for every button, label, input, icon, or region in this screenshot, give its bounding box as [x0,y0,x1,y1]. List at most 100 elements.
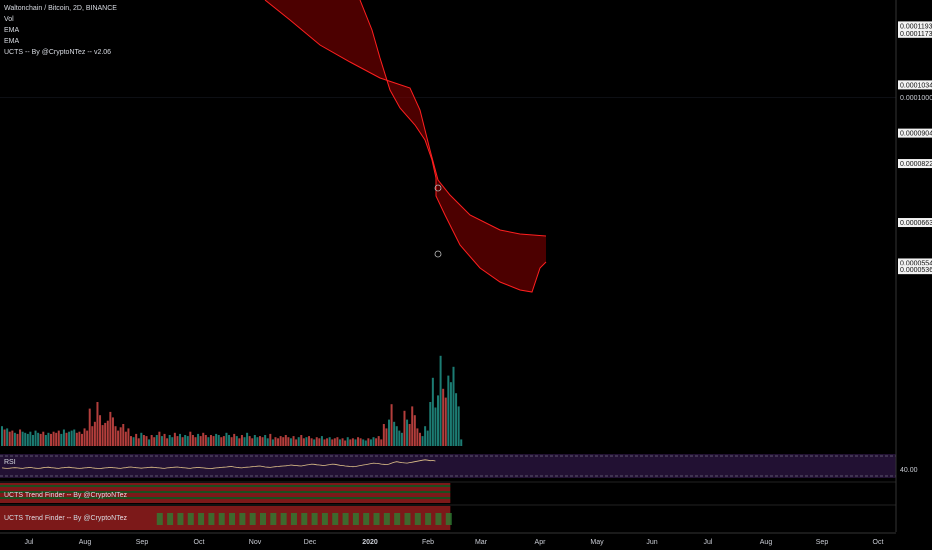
volume-bar [99,415,102,446]
volume-bar [367,438,370,446]
volume-bar [155,435,158,446]
price-tag-box [898,80,932,90]
vol-legend[interactable]: Vol [4,16,14,23]
volume-bar [403,410,406,446]
volume-bar [313,439,316,446]
volume-bar [184,435,187,446]
volume-bar [380,439,383,446]
time-tick-label: Apr [535,539,547,546]
trend-block [425,513,432,525]
volume-bar [261,437,264,446]
rsi-level-label: 40.00 [900,467,918,474]
price-tag-box [898,265,932,275]
volume-bar [437,395,440,446]
volume-bar [44,435,47,446]
time-tick-label: May [590,539,604,546]
volume-bar [114,426,117,446]
price-tag-label: 0.0000822 [900,161,932,168]
volume-bar [31,435,34,446]
trend-block [177,513,184,525]
volume-bar [341,438,344,446]
trend-block [301,513,308,525]
volume-bar [287,437,290,446]
volume-bar [284,435,287,446]
volume-bar [444,397,447,446]
trend-block [156,513,163,525]
volume-bar [248,436,251,446]
trend-block [187,513,194,525]
volume-bar [124,431,127,446]
price-tick-label: 0.0001000 [900,95,932,102]
volume-bar [179,433,182,446]
trend-block [167,513,174,525]
volume-bar [111,417,114,446]
symbol-title[interactable]: Waltonchain / Bitcoin, 2D, BINANCE [4,5,117,12]
volume-bar [336,437,339,446]
volume-bar [34,430,37,446]
volume-bar [26,433,29,446]
volume-bar [73,429,76,446]
volume-bar [282,437,285,446]
time-tick-label: Oct [194,539,205,546]
volume-bar [142,435,145,446]
rsi-pane: 40.00 [0,454,918,478]
trend-block [280,513,287,525]
ema-legend-2[interactable]: EMA [4,38,20,45]
time-tick-label: Aug [79,539,92,546]
trend-block [404,513,411,525]
volume-bar [171,437,174,446]
volume-bar [455,393,458,446]
ucts-legend[interactable]: UCTS -- By @CryptoNTez -- v2.06 [4,49,112,56]
volume-bar [93,421,96,446]
chart-legend: Waltonchain / Bitcoin, 2D, BINANCE Vol E… [4,3,117,58]
volume-bar [442,388,445,446]
volume-bar [413,415,416,446]
volume-bar [119,427,122,446]
ema-legend-1[interactable]: EMA [4,27,20,34]
trend-finder-label-2[interactable]: UCTS Trend Finder -- By @CryptoNTez [4,515,128,522]
volume-bar [91,426,94,446]
time-tick-label: Sep [136,539,149,546]
volume-bar [233,433,236,446]
volume-bar [8,431,11,446]
volume-bar [145,436,148,446]
volume-bar [251,438,254,446]
volume-bar [372,437,375,446]
trend-block [383,513,390,525]
volume-bar [225,432,228,446]
cloud-upper-edge [264,0,547,237]
volume-bar [318,438,321,446]
trend-finder-label-1[interactable]: UCTS Trend Finder -- By @CryptoNTez [4,492,128,499]
time-tick-label: Jun [646,539,657,546]
volume-bar [16,433,19,446]
price-tag-box [898,28,932,38]
volume-bar [135,433,138,446]
volume-bar [328,437,331,446]
price-tag-label: 0.0001193 [900,23,932,30]
volume-bar [101,425,104,446]
time-axis[interactable]: Jul Aug Sep Oct Nov Dec 2020 Feb Mar Apr May Jun Jul… [0,532,896,546]
volume-bar [39,433,42,446]
rsi-pane-label[interactable]: RSI [4,459,16,466]
volume-bar [117,430,120,446]
price-tag-label: 0.0001034 [900,82,932,89]
volume-bar [377,436,380,446]
volume-bar [326,438,329,446]
volume-bar [429,402,432,446]
volume-bar [24,432,27,446]
volume-bar [393,421,396,446]
volume-bar [80,433,83,446]
volume-bar [240,435,243,446]
volume-bar [60,433,63,446]
trend-block [321,513,328,525]
volume-bar [197,433,200,446]
volume-bar [302,438,305,446]
volume-bar [130,436,132,446]
volume-bar [194,437,197,446]
volume-bar [388,419,390,446]
volume-bar [289,438,292,446]
volume-bar [382,424,385,446]
volume-bar [1,426,3,446]
volume-bar [3,429,6,446]
